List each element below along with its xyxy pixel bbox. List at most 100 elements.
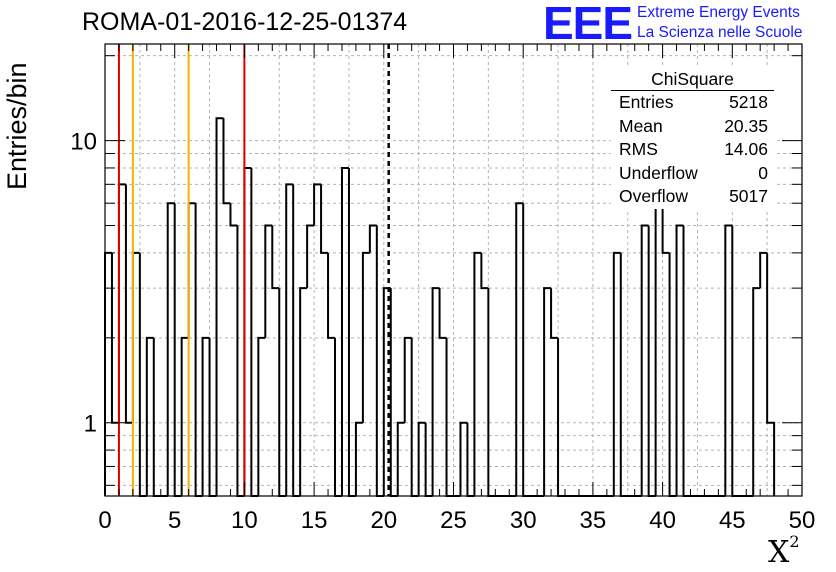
histogram-bar xyxy=(292,184,301,497)
histogram-bar xyxy=(257,336,266,496)
histogram-bar xyxy=(445,337,454,497)
histogram-bar xyxy=(375,225,384,497)
stats-row-entries: Entries 5218 xyxy=(611,91,774,115)
stats-value: 5017 xyxy=(729,186,768,206)
histogram-bar xyxy=(417,421,426,496)
histogram-bar xyxy=(340,166,349,496)
stats-label: Entries xyxy=(619,92,674,112)
histogram-bar xyxy=(222,118,231,205)
x-tick-label: 30 xyxy=(510,507,537,534)
histogram-bar xyxy=(201,336,210,496)
histogram-bar xyxy=(166,202,175,496)
histogram-bar xyxy=(327,252,336,339)
x-axis-label-superscript: 2 xyxy=(789,532,800,551)
histogram-bar xyxy=(438,288,447,339)
histogram-bar xyxy=(368,224,377,253)
histogram-bar xyxy=(271,225,280,290)
histogram-bar xyxy=(138,252,147,497)
histogram-bar xyxy=(117,183,126,423)
x-tick-label: 50 xyxy=(789,507,816,534)
stats-value: 20.35 xyxy=(724,115,768,136)
logo-line-2: La Scienza nelle Scuole xyxy=(637,24,803,41)
histogram-bar xyxy=(480,252,489,290)
histogram-bar xyxy=(550,288,559,339)
histogram-bar xyxy=(278,288,287,497)
histogram-bar xyxy=(612,251,621,496)
histogram-bar xyxy=(173,203,182,497)
histogram-bar xyxy=(347,167,356,497)
histogram-bar xyxy=(410,337,419,497)
x-tick-label: 0 xyxy=(98,507,111,534)
histogram-bar xyxy=(236,225,245,497)
stats-label: Underflow xyxy=(619,162,698,183)
histogram-bar xyxy=(208,337,217,497)
stats-value: 0 xyxy=(758,162,768,183)
histogram-bar xyxy=(215,117,224,496)
x-axis-label: X2 xyxy=(768,532,800,570)
stats-row-mean: Mean 20.35 xyxy=(611,115,774,139)
stats-row-rms: RMS 14.06 xyxy=(611,138,774,162)
histogram-bar xyxy=(104,251,112,496)
histogram-bar xyxy=(194,203,203,497)
y-axis-label: Entries/bin xyxy=(2,62,32,190)
x-tick-label: 5 xyxy=(168,507,181,534)
histogram-bar xyxy=(152,337,161,497)
x-tick-label: 25 xyxy=(440,507,467,534)
stats-value: 14.06 xyxy=(724,139,768,159)
x-tick-label: 35 xyxy=(580,507,607,534)
y-tick-label: 1 xyxy=(84,411,97,438)
histogram-bar xyxy=(675,224,684,496)
histogram-bar xyxy=(250,167,259,497)
histogram-bar xyxy=(473,251,482,496)
stats-value: 5218 xyxy=(729,92,768,112)
eee-logo-icon: EEE xyxy=(543,0,633,49)
histogram-bar xyxy=(668,252,677,497)
histogram-bar xyxy=(180,336,189,496)
histogram-bar xyxy=(299,287,308,496)
histogram-bar xyxy=(766,252,776,496)
histogram-bar xyxy=(431,287,440,496)
histogram-bar xyxy=(647,225,656,497)
stats-label: RMS xyxy=(619,139,658,159)
stats-label: Overflow xyxy=(619,186,689,206)
histogram-bar xyxy=(654,202,663,496)
histogram-bar xyxy=(124,184,133,424)
histogram-bar xyxy=(731,225,740,497)
x-tick-label: 40 xyxy=(649,507,676,534)
logo-line-1: Extreme Energy Events xyxy=(637,4,800,21)
stats-box: ChiSquare Entries 5218 Mean 20.35 RMS 14… xyxy=(611,68,774,209)
histogram-bar xyxy=(306,224,315,289)
stats-row-overflow: Overflow 5017 xyxy=(611,185,774,209)
histogram-bar xyxy=(724,224,733,496)
histogram-bar xyxy=(389,288,398,497)
stats-label: Mean xyxy=(619,115,663,136)
histogram-bar xyxy=(264,224,273,338)
x-tick-label: 10 xyxy=(231,507,258,534)
histogram-bar xyxy=(229,203,238,227)
axis-ticks: 0 5 10 15 20 25 30 35 40 45 50 1 10 xyxy=(70,44,815,534)
marker-lines xyxy=(117,44,390,496)
histogram-bar xyxy=(243,166,252,496)
histogram-bar xyxy=(320,184,329,254)
histogram-bar xyxy=(361,251,370,423)
histogram-bar xyxy=(354,421,363,496)
histogram-bar xyxy=(543,287,552,496)
histogram-bar xyxy=(515,202,524,496)
x-axis-label-text: X xyxy=(768,535,790,570)
x-tick-label: 15 xyxy=(301,507,328,534)
stats-title: ChiSquare xyxy=(611,68,774,91)
histogram-bar xyxy=(459,421,468,496)
histogram-bar xyxy=(752,287,761,496)
histogram-bar xyxy=(759,251,768,289)
histogram-bar xyxy=(403,336,412,423)
histogram-bar xyxy=(382,287,391,496)
histogram-bar xyxy=(396,421,405,496)
x-tick-label: 20 xyxy=(370,507,397,534)
histogram-bar xyxy=(334,337,342,497)
histogram-bar xyxy=(145,336,154,496)
histogram-bar xyxy=(619,252,628,497)
histogram-bar xyxy=(661,203,670,254)
histogram-bar xyxy=(640,224,649,496)
histogram-bar xyxy=(487,288,496,497)
